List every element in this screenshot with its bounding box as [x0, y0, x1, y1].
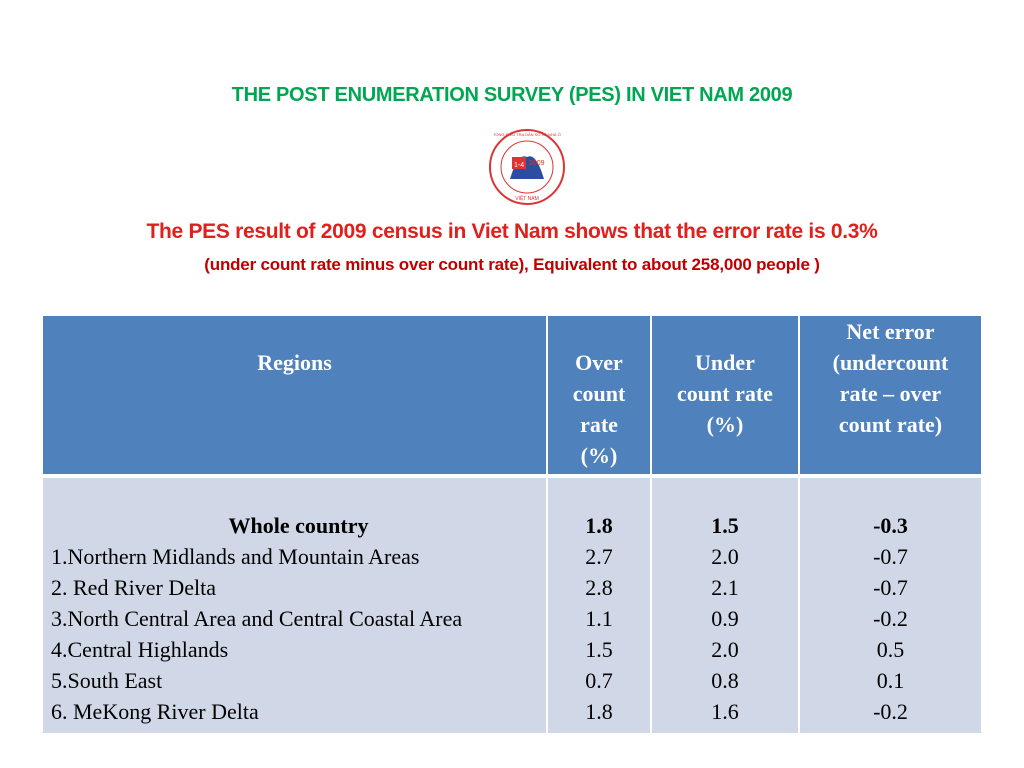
header-text: (%) [706, 412, 744, 437]
header-text: (undercount [832, 350, 949, 375]
cell-text: 6. MeKong River Delta [51, 699, 259, 724]
logo-year: 2009 [529, 160, 545, 167]
cell-text: 1.1 [585, 606, 613, 631]
title: THE POST ENUMERATION SURVEY (PES) IN VIE… [231, 84, 793, 106]
header-text: count rate) [838, 412, 943, 437]
header-text: Regions [257, 350, 332, 375]
cell-text: 0.8 [711, 668, 739, 693]
cell-text: 4.Central Highlands [51, 637, 229, 662]
header-cell: Net error (undercount rate – over count rat… [800, 316, 981, 474]
header-text: rate [580, 412, 618, 437]
summary-note: (under count rate minus over count rate)… [204, 255, 820, 274]
cell-text: 2.0 [711, 544, 739, 569]
header-text: (%) [580, 443, 618, 468]
cell-text: 1.6 [711, 699, 739, 724]
body-column: 1.5 2.0 2.1 0.9 2.0 0.8 1.6 [652, 478, 798, 733]
cell-text: 1.8 [585, 513, 613, 538]
cell-text: 0.7 [585, 668, 613, 693]
summary: The PES result of 2009 census in Viet Na… [146, 220, 878, 243]
cell-text: 1.8 [585, 699, 613, 724]
cell-text: 0.9 [711, 606, 739, 631]
cell-text: 1.5 [585, 637, 613, 662]
cell-text: -0.2 [873, 699, 908, 724]
header-text: Under [695, 350, 755, 375]
logo-date: 1-4 [514, 162, 524, 169]
body-column: -0.3 -0.7 -0.7 -0.2 0.5 0.1 -0.2 [800, 478, 981, 733]
cell-text: 0.5 [876, 637, 905, 662]
header-cell: Regions [43, 316, 546, 474]
cell-text: 2. Red River Delta [51, 575, 216, 600]
body-column: 1.8 2.7 2.8 1.1 1.5 0.7 1.8 [548, 478, 650, 733]
cell-text: 3.North Central Area and Central Coastal… [51, 606, 463, 631]
body-column: Whole country 1.Northern Midlands and Mou… [43, 478, 546, 733]
logo-ring-text: TỔNG ĐIỀU TRA DÂN SỐ VÀ NHÀ Ở [493, 132, 562, 137]
cell-text: -0.7 [873, 575, 908, 600]
logo: 1-4 2009 VIỆT NAM TỔNG ĐIỀU TRA DÂN SỐ V… [489, 129, 565, 205]
cell-text: 0.1 [876, 668, 905, 693]
cell-text: 2.1 [711, 575, 739, 600]
header-text: rate – over [839, 381, 942, 406]
cell-text: 2.8 [585, 575, 613, 600]
header-text: count rate [677, 381, 773, 406]
cell-text: 1.5 [711, 513, 739, 538]
header-cell: Over count rate (%) [548, 316, 650, 474]
header-text: Net error [846, 319, 935, 344]
cell-text: -0.2 [873, 606, 908, 631]
cell-text: 2.0 [711, 637, 739, 662]
cell-text: 1.Northern Midlands and Mountain Areas [51, 544, 420, 569]
header-text: count [572, 381, 626, 406]
header-cell: Under count rate (%) [652, 316, 798, 474]
cell-text: Whole country [228, 513, 369, 538]
header-text: Over [575, 350, 623, 375]
cell-text: 2.7 [585, 544, 613, 569]
logo-country: VIỆT NAM [515, 194, 539, 202]
cell-text: -0.3 [873, 513, 908, 538]
cell-text: -0.7 [873, 544, 908, 569]
cell-text: 5.South East [51, 668, 163, 693]
